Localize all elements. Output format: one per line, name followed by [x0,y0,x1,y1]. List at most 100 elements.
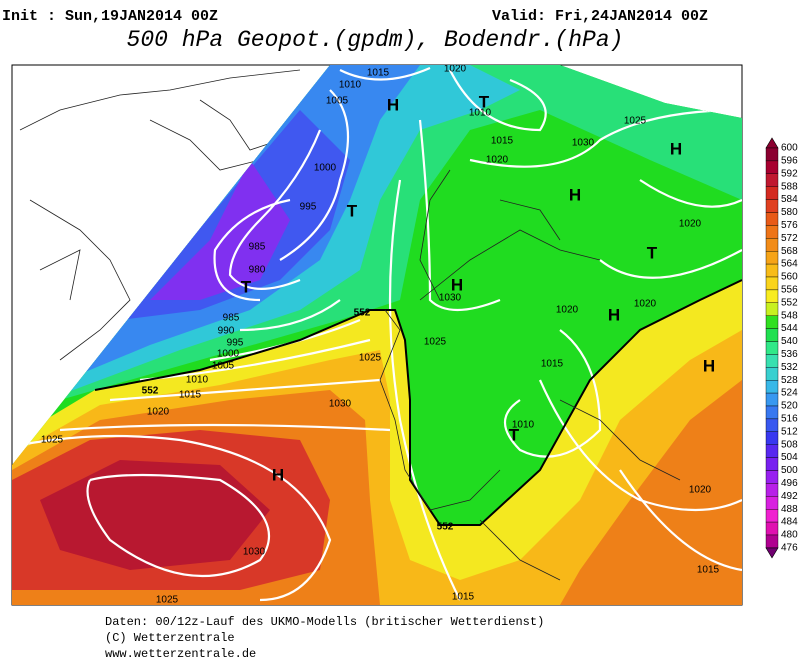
colorbar-swatch [765,509,779,523]
isobar-label: 995 [227,338,244,349]
colorbar-swatch [765,263,779,278]
footer-line: www.wetterzentrale.de [105,647,256,661]
pressure-center: H [569,185,581,204]
footer-line: Daten: 00/12z-Lauf des UKMO-Modells (bri… [105,615,544,629]
colorbar-label: 552 [781,297,798,308]
colorbar-swatch [765,431,779,445]
isobar-label: 1025 [41,435,64,446]
pressure-center: T [347,201,358,220]
colorbar-swatch [765,315,779,329]
pressure-center: H [703,356,715,375]
isobar-label: 1030 [329,399,352,410]
fill-purple [150,160,290,300]
colorbar-label: 596 [781,156,798,167]
colorbar-label: 560 [781,272,798,283]
pressure-center: H [272,465,284,484]
colorbar-label: 496 [781,478,798,489]
init-time: Init : Sun,19JAN2014 00Z [2,8,218,25]
colorbar-swatch [765,147,779,162]
coastline [19,69,301,361]
isobar-label: 1025 [624,116,647,127]
isobar-label: 1020 [147,407,170,418]
isobar-label: 1015 [367,68,390,79]
isobar-label: 1010 [512,420,535,431]
isobar-label: 1020 [679,219,702,230]
isobar-label: 1025 [156,595,179,606]
colorbar-swatch [765,392,779,407]
colorbar-label: 488 [781,504,798,515]
map: 1015 1020 1010 1005 1010 1015 1025 1030 1020 1000… [11,64,743,606]
contour-label: 552 [142,386,159,397]
colorbar-swatch [765,328,779,342]
colorbar-label: 536 [781,349,798,360]
colorbar-swatch [765,289,779,303]
colorbar-label: 528 [781,375,798,386]
colorbar-label: 580 [781,207,798,218]
colorbar-swatch [765,225,779,239]
pressure-center: T [647,243,658,262]
fill-darkred [40,460,270,570]
contour-label: 552 [354,308,371,319]
colorbar-label: 500 [781,465,798,476]
colorbar-label: 476 [781,543,798,554]
colorbar-label: 568 [781,246,798,257]
isobar-label: 1000 [314,163,337,174]
isobar-label: 1020 [634,299,657,310]
map-title: 500 hPa Geopot.(gpdm), Bodendr.(hPa) [127,27,624,53]
colorbar-swatch [765,380,779,394]
isobar-label: 1005 [326,96,349,107]
pressure-center: T [509,425,520,444]
colorbar-swatch [765,276,779,291]
isobar-label: 1015 [452,592,475,603]
map-labels: 1015 1020 1010 1005 1010 1015 1025 1030 1020 1000… [41,64,720,606]
pressure-center: H [387,95,399,114]
colorbar-label: 584 [781,194,798,205]
isobar-label: 1010 [469,108,492,119]
coastline [379,169,681,581]
isobar-label: 1020 [556,305,579,316]
isobar-label: 1015 [179,390,202,401]
colorbar-label: 540 [781,336,798,347]
valid-time: Valid: Fri,24JAN2014 00Z [492,8,708,25]
isobar-label: 1025 [424,337,447,348]
pressure-center: H [608,305,620,324]
colorbar-swatch [765,199,779,213]
colorbar-label: 588 [781,181,798,192]
footer-line: (C) Wetterzentrale [105,631,235,645]
pressure-center: T [479,92,490,111]
colorbar-swatch [765,405,779,420]
isobar-label: 1015 [491,136,514,147]
colorbar-label: 592 [781,168,798,179]
colorbar-swatch [765,457,779,471]
colorbar-swatch [765,367,779,381]
isobar-label: 1020 [444,64,467,75]
isobar-label: 1005 [212,361,235,372]
colorbar-label: 544 [781,323,798,334]
colorbar-swatch [765,160,779,174]
colorbar-label: 532 [781,362,798,373]
isobar-label: 1030 [439,293,462,304]
colorbar-label: 480 [781,530,798,541]
isobar-label: 985 [249,242,266,253]
colorbar-label: 564 [781,259,798,270]
colorbar-label: 520 [781,401,798,412]
colorbar-swatch [765,341,779,355]
colorbar-swatch [765,444,779,458]
fill-teal [12,65,742,440]
isobar-label: 1030 [243,547,266,558]
colorbar-swatch [765,418,779,432]
colorbar-label: 492 [781,491,798,502]
colorbar-label: 508 [781,439,798,450]
colorbar-swatch [765,521,779,536]
colorbar-label: 548 [781,310,798,321]
isobar-label: 1000 [217,349,240,360]
isobar-label: 1030 [572,138,595,149]
colorbar-swatch [765,496,779,510]
pressure-center: H [670,139,682,158]
colorbar-swatch [765,470,779,484]
field [12,65,742,605]
isobar-label: 1010 [339,80,362,91]
colorbar-label: 600 [781,143,798,154]
